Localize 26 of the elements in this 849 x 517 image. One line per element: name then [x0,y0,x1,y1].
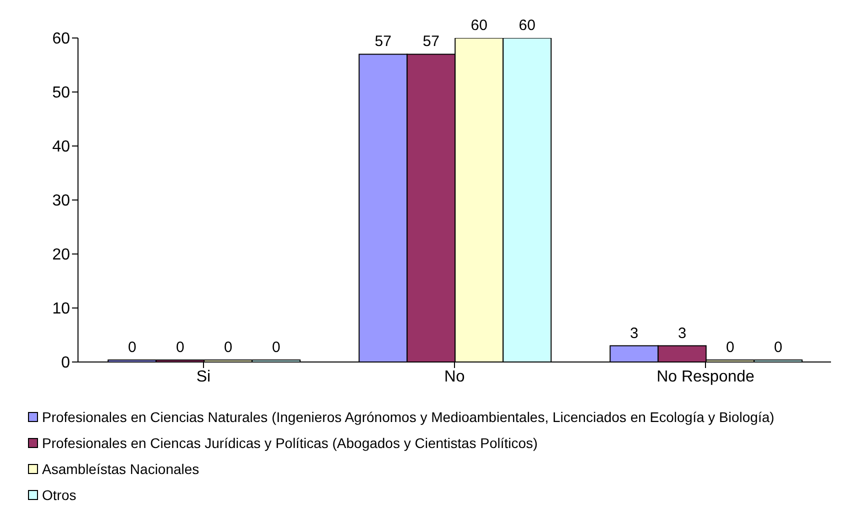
legend-label: Profesionales en Ciencas Jurídicas y Políticas (Abogados y Cientistas Políticos) [42,434,538,453]
data-label: 0 [176,339,184,356]
y-tick-label: 30 [52,192,70,210]
x-tick-label: No [444,368,465,386]
y-tick-label: 50 [52,84,70,102]
legend-label: Asambleístas Nacionales [42,460,200,479]
data-label: 3 [678,324,686,342]
data-label: 57 [422,33,440,50]
data-label: 0 [774,339,782,356]
y-tick-label: 0 [61,354,70,372]
data-label: 0 [726,339,734,356]
legend-label: Profesionales en Ciencias Naturales (Ingenieros Agrónomos y Medioambientales, Licenciados en Ecología y Biología) [42,408,774,427]
data-label: 60 [518,17,536,34]
data-label: 0 [272,339,280,356]
x-tick-label: Si [196,368,211,386]
data-label: 0 [128,339,136,356]
x-tick-label: No Responde [656,368,755,386]
data-label: 57 [374,33,392,50]
y-tick-label: 10 [52,300,70,318]
y-tick-label: 20 [52,246,70,264]
y-tick-label: 40 [52,138,70,156]
data-label: 60 [470,17,488,34]
data-label: 3 [630,324,638,342]
legend-label: Otros [42,486,76,505]
data-label: 0 [224,339,232,356]
y-tick-label: 60 [52,30,70,48]
